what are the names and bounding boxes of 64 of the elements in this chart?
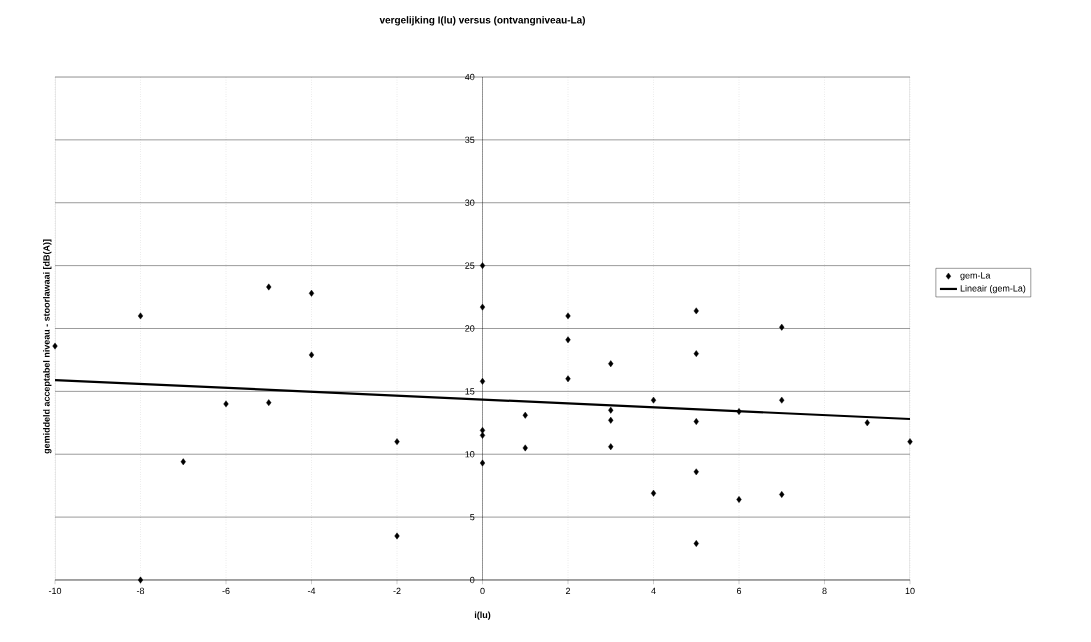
point — [52, 342, 58, 350]
point — [693, 350, 699, 358]
point — [394, 532, 400, 540]
y-axis-title: gemiddeld acceptabel niveau - stoorlawaai [dB(A)] — [43, 239, 52, 454]
x-axis-title: i(lu) — [474, 611, 491, 620]
x-tick-label: 0 — [480, 587, 485, 595]
point — [907, 438, 913, 446]
point — [479, 303, 486, 311]
y-tick-label: 40 — [464, 73, 475, 81]
y-tick-label: 20 — [465, 325, 475, 332]
point — [608, 443, 614, 451]
point — [693, 418, 699, 425]
point — [266, 399, 272, 407]
point — [864, 419, 870, 427]
point — [565, 336, 571, 344]
legend-label: Lineair (gem-La) — [960, 284, 1026, 294]
x-tick-label: 6 — [736, 587, 742, 595]
point — [223, 400, 229, 408]
point — [779, 323, 785, 331]
x-tick-label: 4 — [651, 587, 656, 594]
point — [479, 431, 486, 439]
point — [779, 491, 785, 498]
legend-label: gem-La — [960, 272, 991, 281]
point — [266, 283, 272, 291]
point — [650, 396, 657, 404]
x-tick-label: -8 — [136, 587, 145, 595]
x-tick-label: -10 — [48, 587, 62, 595]
point — [565, 312, 571, 320]
x-tick-label: -6 — [222, 587, 230, 595]
point — [693, 307, 699, 315]
chart-title: vergelijking I(lu) versus (ontvangniveau-La) — [379, 16, 585, 26]
x-tick-label: 2 — [565, 587, 571, 595]
point — [479, 262, 486, 269]
point — [180, 458, 186, 466]
point — [736, 496, 742, 503]
point — [522, 444, 528, 452]
x-tick-label: 10 — [905, 587, 915, 595]
point — [608, 406, 614, 414]
y-tick-label: 0 — [470, 576, 475, 584]
x-tick-label: 8 — [822, 587, 827, 595]
point — [650, 489, 657, 497]
point — [308, 351, 315, 359]
y-tick-label: 10 — [465, 451, 475, 458]
point — [308, 289, 315, 297]
point — [736, 408, 742, 415]
y-tick-label: 25 — [465, 262, 475, 269]
point — [394, 438, 400, 446]
y-tick-label: 15 — [465, 388, 475, 395]
point — [137, 576, 144, 584]
y-tick-label: 30 — [465, 199, 475, 206]
point — [522, 411, 528, 419]
point — [693, 468, 699, 476]
point — [137, 312, 144, 320]
point — [608, 416, 614, 424]
y-tick-label: 5 — [470, 513, 475, 521]
point — [693, 540, 699, 547]
x-tick-label: -2 — [393, 587, 401, 595]
point — [608, 360, 614, 368]
x-tick-label: -4 — [307, 587, 316, 594]
point — [565, 375, 571, 383]
y-tick-label: 35 — [465, 136, 475, 144]
point — [779, 396, 785, 404]
point — [479, 459, 486, 467]
point — [479, 377, 486, 385]
